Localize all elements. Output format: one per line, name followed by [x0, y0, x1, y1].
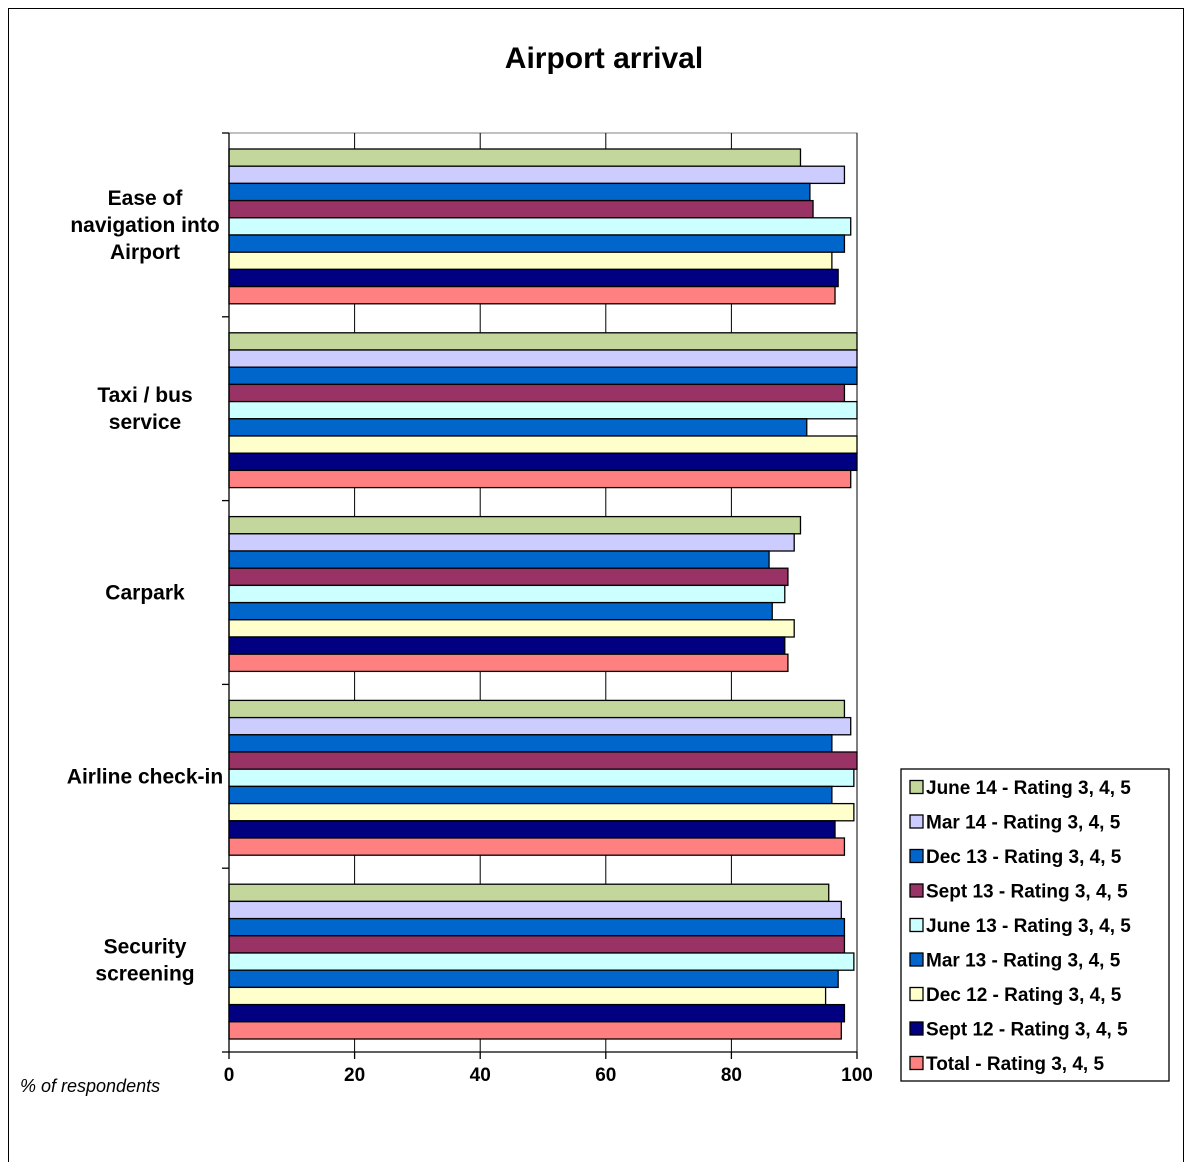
bar	[228, 952, 855, 971]
bar	[228, 567, 789, 587]
bar	[228, 418, 808, 437]
bar	[228, 515, 802, 535]
category-label: Carpark	[105, 582, 185, 605]
chart-title: Airport arrival	[505, 42, 703, 75]
x-tick-label: 20	[344, 1065, 365, 1086]
x-tick-label: 0	[224, 1065, 235, 1086]
bar	[228, 452, 858, 472]
category-label: Security screening	[95, 936, 194, 986]
legend-swatch	[909, 917, 924, 933]
bar	[228, 969, 839, 989]
bar	[228, 148, 802, 167]
x-tick-label: 80	[721, 1065, 742, 1086]
bar	[228, 837, 846, 856]
category-label: Taxi / bus service	[97, 384, 192, 434]
legend-label: Mar 14 - Rating 3, 4, 5	[926, 813, 1121, 834]
bar	[228, 285, 836, 305]
bar	[228, 636, 786, 655]
x-tick-label: 60	[595, 1065, 616, 1086]
legend-label: Dec 12 - Rating 3, 4, 5	[926, 985, 1122, 1006]
bar	[228, 619, 795, 638]
legend-swatch	[909, 814, 924, 829]
category-label: Airline check-in	[67, 765, 223, 788]
bar	[228, 785, 833, 805]
bar	[228, 469, 852, 489]
plot-area: 0 20 40 60 80 100 Ease of navigation into Airpor…	[67, 132, 873, 1086]
bar	[228, 653, 789, 673]
bar	[228, 584, 786, 604]
bar	[228, 217, 852, 236]
bar	[228, 199, 814, 219]
bar	[228, 182, 811, 202]
bar	[228, 1003, 846, 1023]
legend-label: Mar 13 - Rating 3, 4, 5	[926, 951, 1121, 972]
legend-box	[900, 768, 1170, 1082]
legend-label: June 14 - Rating 3, 4, 5	[926, 778, 1131, 799]
legend: June 14 - Rating 3, 4, 5 Mar 14 - Rating …	[900, 768, 1170, 1082]
bar	[228, 917, 846, 937]
bar	[228, 935, 846, 954]
bar	[228, 349, 858, 368]
bar	[228, 435, 858, 454]
bar	[228, 400, 858, 420]
bar	[228, 716, 852, 736]
legend-label: Total - Rating 3, 4, 5	[926, 1054, 1104, 1075]
x-axis-label: % of respondents	[20, 1076, 160, 1096]
legend-label: Dec 13 - Rating 3, 4, 5	[926, 847, 1122, 868]
legend-swatch	[909, 848, 924, 864]
legend-swatch	[909, 1055, 924, 1071]
bar	[228, 165, 846, 185]
bar	[228, 268, 839, 288]
bar	[228, 986, 827, 1006]
bar	[228, 820, 836, 839]
legend-label: Sept 13 - Rating 3, 4, 5	[926, 882, 1128, 903]
bar	[228, 751, 858, 770]
bar	[228, 533, 795, 552]
legend-label: June 13 - Rating 3, 4, 5	[926, 916, 1131, 937]
legend-label: Sept 12 - Rating 3, 4, 5	[926, 1020, 1128, 1041]
bar	[228, 900, 842, 920]
x-tick-label: 40	[470, 1065, 491, 1086]
bar	[228, 366, 858, 386]
legend-swatch	[909, 986, 924, 1002]
bar	[228, 768, 855, 788]
bar	[228, 1021, 842, 1040]
bar	[228, 550, 770, 569]
legend-swatch	[909, 1021, 924, 1036]
category-label: Ease of navigation into Airport	[70, 187, 219, 264]
bar	[228, 234, 846, 253]
legend-swatch	[909, 779, 924, 795]
chart-frame	[8, 8, 1184, 1162]
legend-swatch	[909, 952, 924, 967]
x-tick-label: 100	[841, 1065, 873, 1086]
bar	[228, 251, 833, 271]
bar	[228, 332, 858, 351]
bar	[228, 699, 846, 719]
bar	[228, 601, 773, 621]
bar	[228, 883, 830, 903]
bar	[228, 734, 833, 753]
bar	[228, 802, 855, 822]
legend-swatch	[909, 883, 924, 898]
bar	[228, 383, 846, 403]
